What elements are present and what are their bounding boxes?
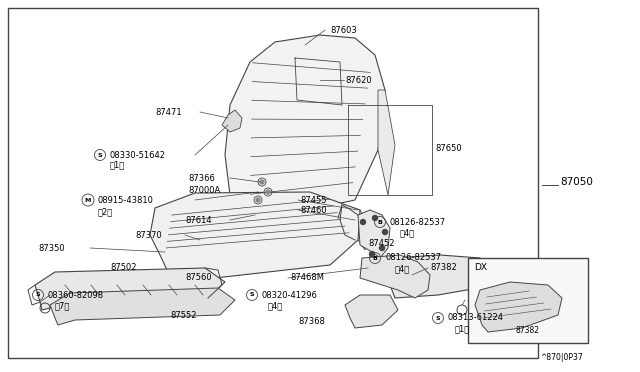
Text: 87455: 87455 (300, 196, 326, 205)
Text: （1）: （1） (110, 160, 125, 170)
Text: B: B (378, 219, 383, 224)
Polygon shape (358, 210, 390, 258)
Text: B: B (372, 256, 378, 260)
Text: （2）: （2） (98, 208, 113, 217)
Polygon shape (50, 288, 235, 325)
Polygon shape (475, 282, 562, 332)
Text: 87350: 87350 (38, 244, 65, 253)
Text: 87000A: 87000A (188, 186, 220, 195)
Polygon shape (150, 192, 360, 278)
Text: S: S (250, 292, 254, 298)
Text: M: M (85, 198, 91, 202)
Text: 87471: 87471 (155, 108, 182, 116)
Circle shape (360, 219, 365, 224)
Text: 87650: 87650 (435, 144, 461, 153)
Text: 87552: 87552 (170, 311, 196, 321)
Text: S: S (436, 315, 440, 321)
Text: 87382: 87382 (516, 326, 540, 335)
Text: 87468M: 87468M (290, 273, 324, 282)
Text: 08320-41296: 08320-41296 (262, 291, 318, 299)
Circle shape (260, 180, 264, 184)
Text: （7）: （7） (55, 301, 70, 311)
Polygon shape (378, 90, 395, 195)
Text: （4）: （4） (400, 228, 415, 237)
Bar (8, 8, 538, 358)
Text: 08126-82537: 08126-82537 (390, 218, 446, 227)
Text: 87620: 87620 (345, 76, 372, 84)
Text: 08330-51642: 08330-51642 (110, 151, 166, 160)
Text: 87603: 87603 (330, 26, 356, 35)
Text: 08126-82537: 08126-82537 (385, 253, 441, 263)
Text: 08915-43810: 08915-43810 (98, 196, 154, 205)
Circle shape (369, 251, 374, 257)
Text: 87370: 87370 (135, 231, 162, 240)
Text: （1）: （1） (455, 324, 470, 334)
Bar (468, 258, 588, 343)
Polygon shape (382, 255, 490, 298)
Text: S: S (98, 153, 102, 157)
Text: 87382: 87382 (430, 263, 457, 273)
Text: ^870|0P37: ^870|0P37 (540, 353, 583, 362)
Circle shape (256, 198, 260, 202)
Text: 87614: 87614 (185, 215, 212, 224)
Polygon shape (35, 268, 225, 310)
Circle shape (383, 230, 387, 234)
Text: 87366: 87366 (188, 173, 215, 183)
Text: S: S (36, 292, 40, 298)
Text: （4）: （4） (268, 301, 284, 311)
Text: 08313-61224: 08313-61224 (448, 314, 504, 323)
Text: 87560: 87560 (185, 273, 212, 282)
Text: DX: DX (474, 263, 487, 272)
Circle shape (372, 215, 378, 221)
Polygon shape (360, 255, 430, 298)
Text: （4）: （4） (395, 264, 410, 273)
Text: 87368: 87368 (298, 317, 325, 327)
Text: 87050: 87050 (560, 177, 593, 187)
Text: 87502: 87502 (110, 263, 136, 273)
Polygon shape (222, 110, 242, 132)
Text: 87452: 87452 (368, 238, 394, 247)
Polygon shape (225, 35, 385, 220)
Text: 08360-82098: 08360-82098 (48, 291, 104, 299)
Text: 87460: 87460 (300, 205, 326, 215)
Circle shape (266, 190, 270, 194)
Circle shape (380, 246, 385, 250)
Polygon shape (345, 295, 398, 328)
